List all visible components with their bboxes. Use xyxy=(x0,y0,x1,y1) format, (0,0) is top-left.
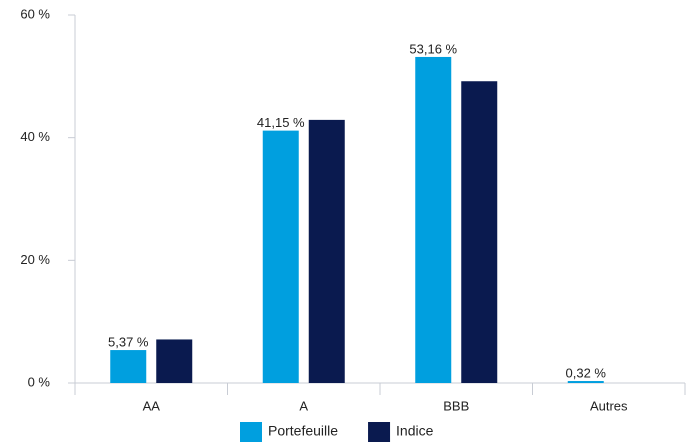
data-label: 0,32 % xyxy=(566,365,607,380)
data-label: 53,16 % xyxy=(409,41,457,56)
legend-swatch xyxy=(368,422,391,442)
legend-swatch xyxy=(240,422,262,442)
y-tick-label: 40 % xyxy=(20,129,50,144)
y-tick-label: 20 % xyxy=(20,252,50,267)
data-label: 41,15 % xyxy=(257,115,305,130)
x-tick-label: BBB xyxy=(443,398,469,413)
bar xyxy=(156,339,193,383)
bar xyxy=(415,56,452,384)
x-tick-label: A xyxy=(299,398,308,413)
y-tick-label: 60 % xyxy=(20,6,50,21)
bar xyxy=(110,350,147,383)
x-tick-label: AA xyxy=(143,398,161,413)
legend-label: Portefeuille xyxy=(268,423,338,439)
data-label: 5,37 % xyxy=(108,335,149,350)
bar xyxy=(461,81,498,384)
bar xyxy=(308,119,345,383)
y-tick-label: 0 % xyxy=(28,374,51,389)
bar xyxy=(567,381,604,383)
bar xyxy=(262,130,299,383)
x-tick-label: Autres xyxy=(590,398,628,413)
legend-label: Indice xyxy=(396,423,434,439)
